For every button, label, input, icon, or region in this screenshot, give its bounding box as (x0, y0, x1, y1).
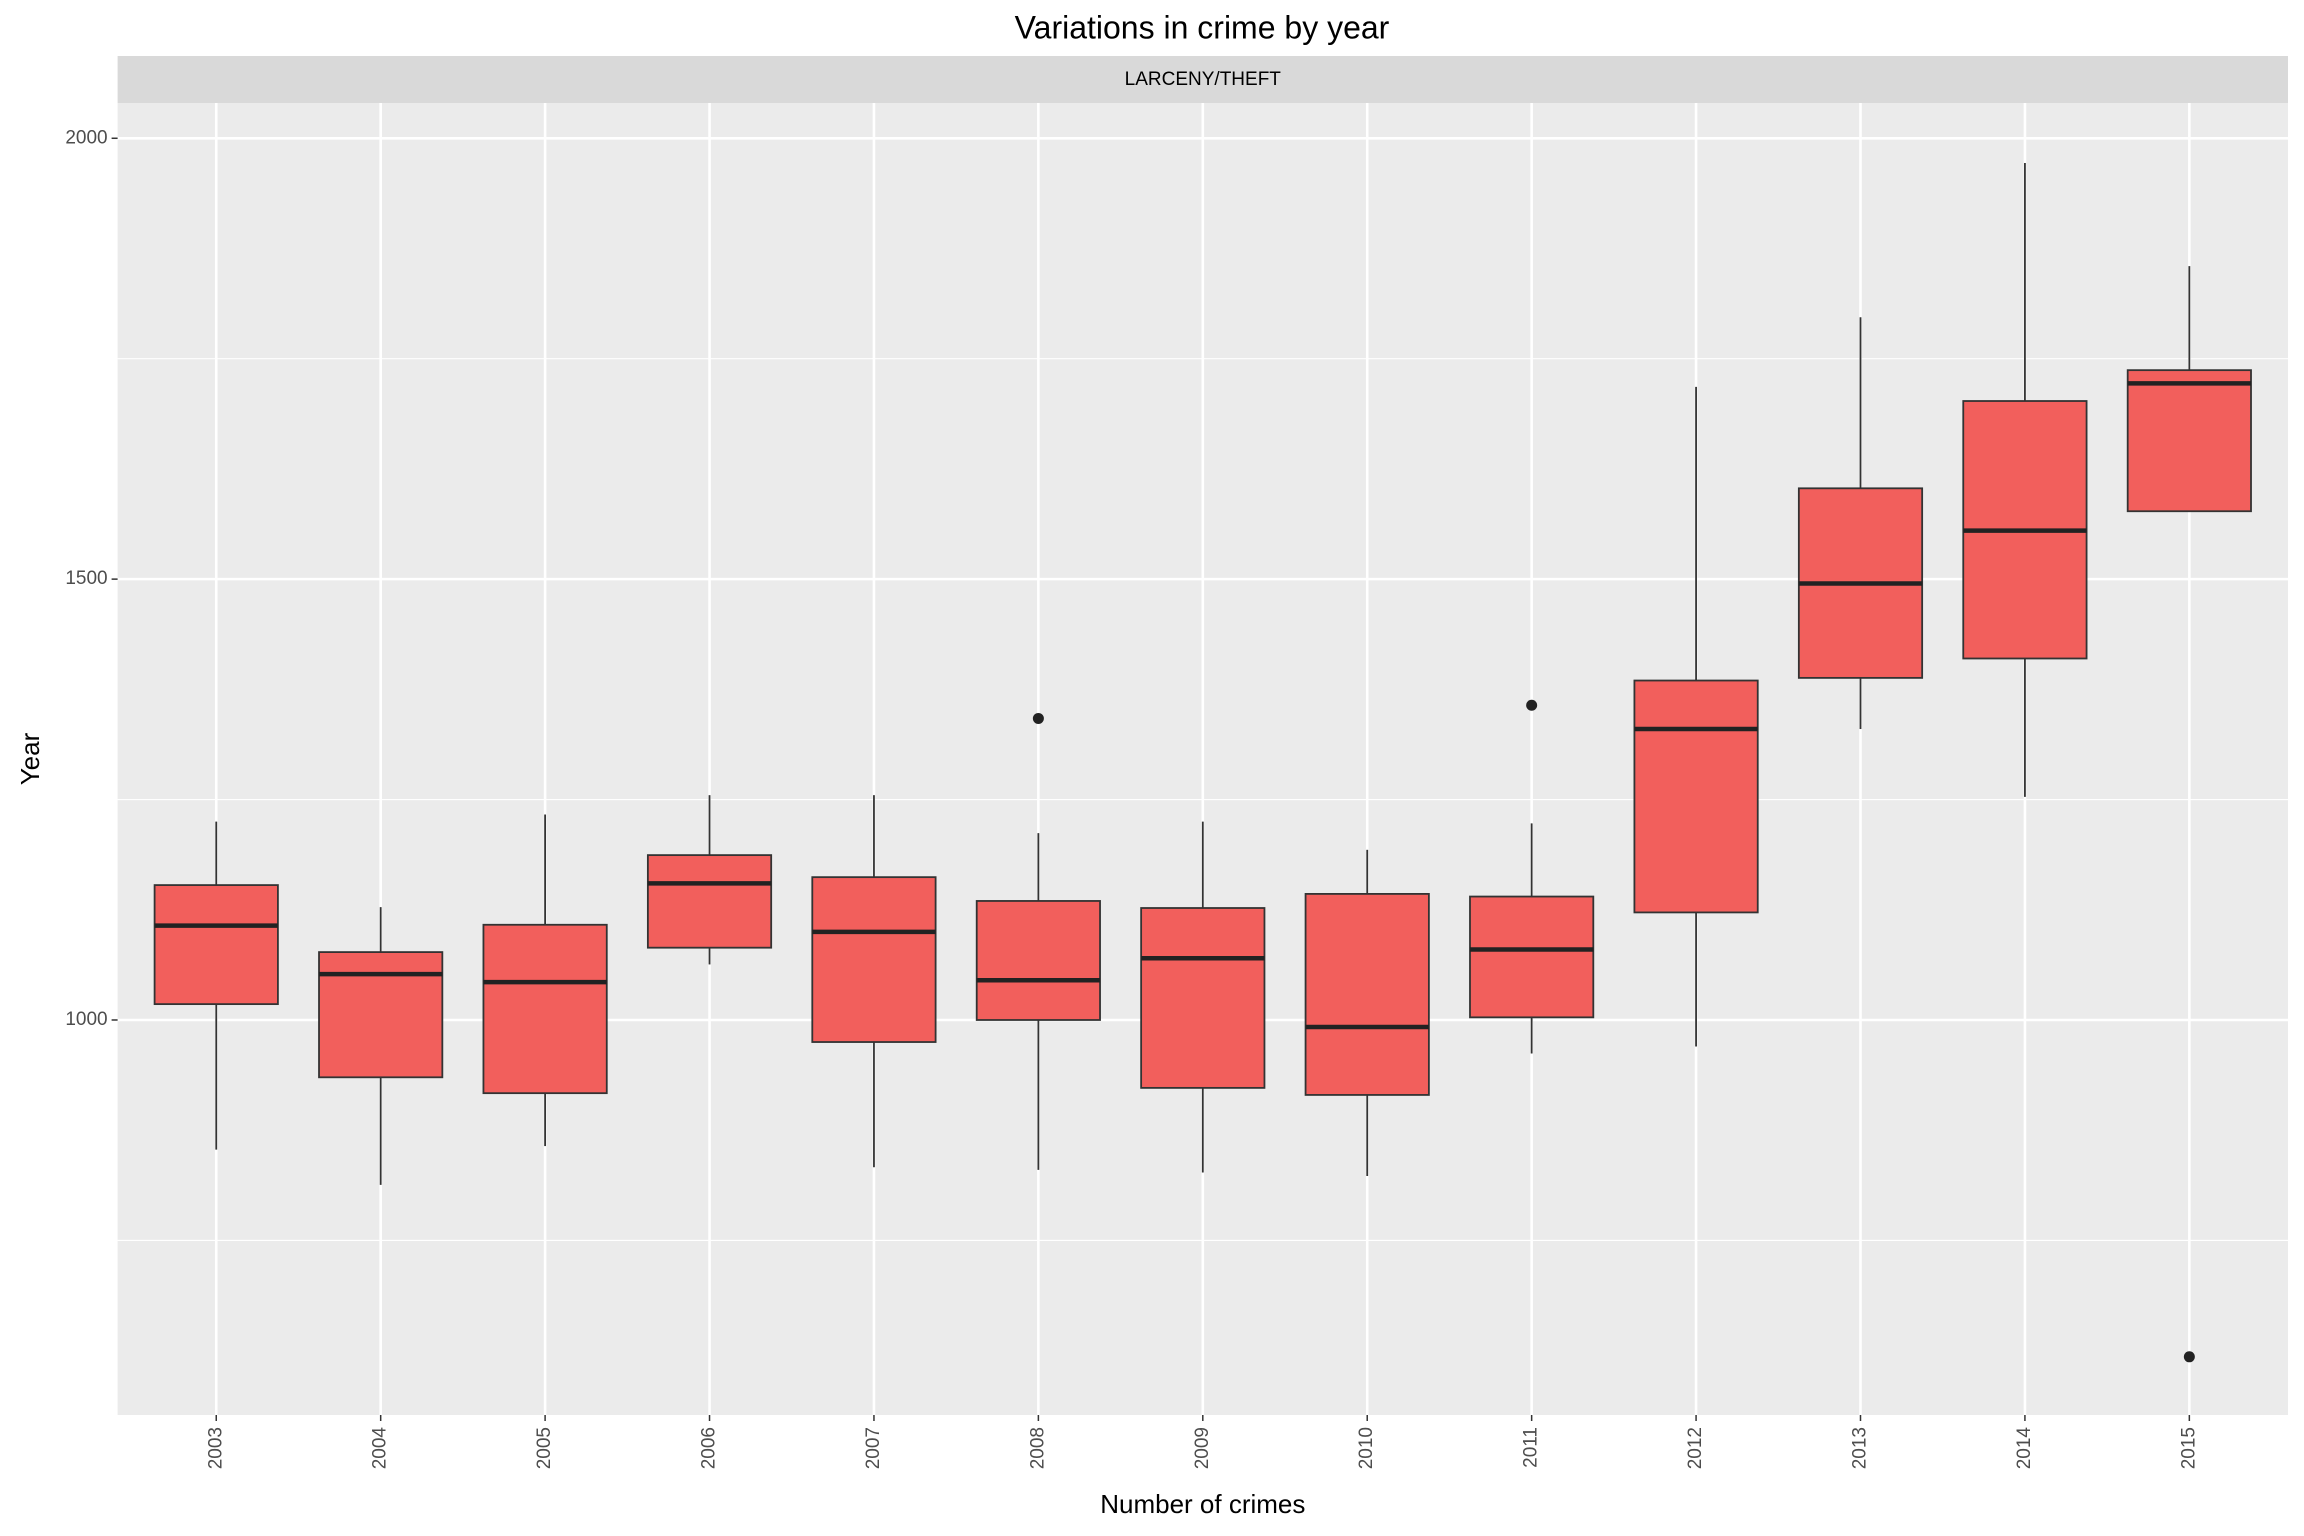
x-tick-label: 2003 (205, 1427, 226, 1469)
facet-strip (117, 56, 2288, 103)
x-tick-label: 2007 (863, 1427, 884, 1469)
y-tick-label: 1500 (65, 568, 107, 589)
x-tick-label: 2010 (1356, 1427, 1377, 1469)
box (1469, 895, 1595, 1019)
box (318, 951, 444, 1079)
x-tick-label: 2015 (2178, 1427, 2199, 1469)
outlier (2183, 1351, 2195, 1363)
box (2126, 369, 2252, 513)
x-tick-label: 2006 (699, 1427, 720, 1469)
box (811, 876, 937, 1043)
x-tick-label: 2014 (2014, 1427, 2035, 1470)
box (646, 854, 773, 949)
outlier (1032, 712, 1044, 724)
box (1140, 907, 1266, 1089)
y-tick-label: 1000 (65, 1009, 107, 1030)
x-tick-label: 2005 (534, 1427, 555, 1469)
facet-label: LARCENY/THEFT (1125, 69, 1282, 90)
x-tick-label: 2004 (370, 1427, 391, 1470)
x-tick-label: 2008 (1027, 1427, 1048, 1469)
chart-title: Variations in crime by year (1015, 9, 1390, 45)
x-tick-label: 2009 (1192, 1427, 1213, 1469)
box (1633, 679, 1759, 914)
x-tick-label: 2013 (1850, 1427, 1871, 1469)
box (153, 884, 279, 1006)
x-tick-label: 2012 (1685, 1427, 1706, 1469)
box (975, 900, 1101, 1021)
box (482, 923, 608, 1095)
x-axis-title: Number of crimes (1100, 1489, 1305, 1519)
y-tick-label: 2000 (65, 127, 107, 148)
outlier (1526, 699, 1538, 711)
y-axis-title: Year (15, 732, 45, 785)
x-tick-label: 2011 (1521, 1427, 1542, 1468)
box (1304, 893, 1430, 1096)
